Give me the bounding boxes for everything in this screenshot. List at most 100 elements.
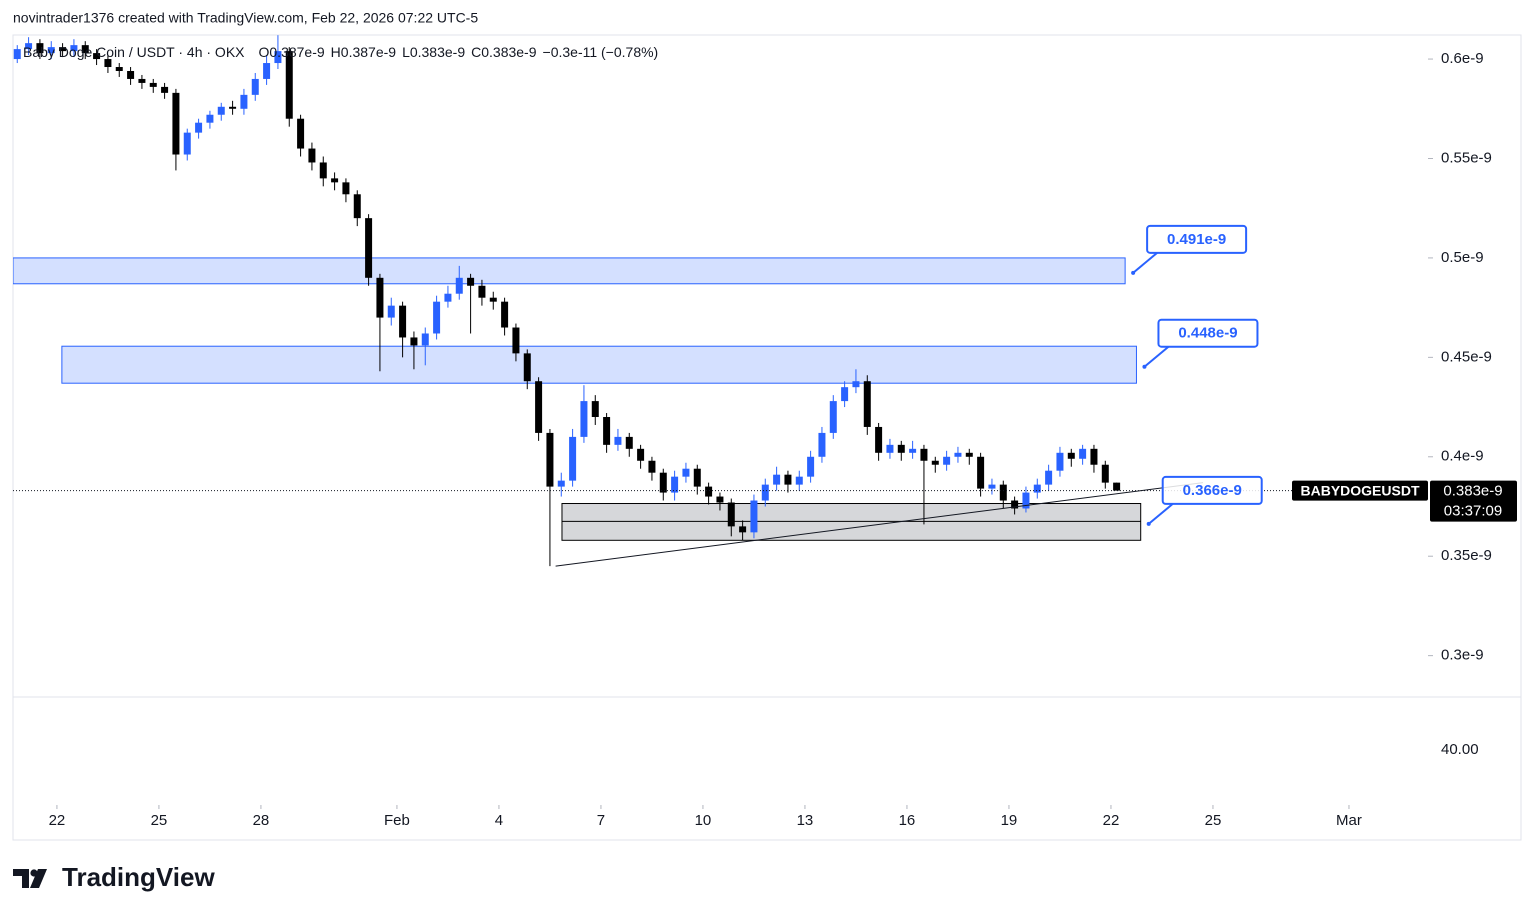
symbol-tag-bg [1292, 480, 1428, 501]
y-tick-label: 0.4e-9 [1441, 448, 1484, 465]
candle-body [501, 301, 509, 328]
x-tick-label: 19 [1001, 812, 1018, 829]
x-tick-label: 10 [695, 812, 712, 829]
legend: Baby Doge Coin / USDT · 4h · OKX O0.387e-… [23, 44, 658, 60]
candle-body [308, 148, 316, 163]
x-tick-label: 16 [899, 812, 916, 829]
callout-label: 0.366e-9 [1183, 482, 1242, 499]
x-tick-label: 13 [797, 812, 814, 829]
candle-body [70, 45, 78, 52]
candle-body [512, 327, 520, 354]
callout-dot [1146, 521, 1151, 526]
candle-body [693, 468, 701, 487]
candle-body [444, 293, 452, 302]
candle-body [1022, 492, 1030, 509]
candle-body [319, 162, 327, 179]
price-tag-bg [1430, 480, 1517, 522]
legend-symbol: Baby Doge Coin / USDT · 4h · OKX [23, 44, 245, 60]
x-tick-label: 22 [1103, 812, 1120, 829]
candle-body [829, 401, 837, 433]
candle-body [36, 43, 44, 54]
candle-body [433, 301, 441, 334]
candle-body [149, 82, 157, 87]
candle-body [909, 448, 917, 453]
callout-label: 0.491e-9 [1167, 231, 1226, 248]
callout-box [1146, 224, 1248, 254]
callout-box [1157, 318, 1259, 348]
candle-body [614, 436, 622, 445]
callout-pointer [1132, 252, 1158, 274]
legend-value: O0.387e-9 [259, 44, 325, 60]
candle-body [580, 401, 588, 437]
x-tick-label: 4 [495, 812, 503, 829]
candle-body [818, 432, 826, 457]
candle-body [387, 305, 395, 318]
price-tag: 0.383e-9 [1443, 483, 1502, 500]
callout-dot [1142, 364, 1147, 369]
y-tick-label: 0.45e-9 [1441, 348, 1492, 365]
candle-body [421, 333, 429, 346]
candle-body [251, 78, 259, 95]
candle-body [569, 436, 577, 481]
candle-body [852, 381, 860, 388]
candle-body [1056, 452, 1064, 471]
candle-body [943, 456, 951, 465]
candle-body [591, 401, 599, 418]
candle-body [841, 387, 849, 402]
candle-body [739, 526, 747, 533]
candle-body [297, 118, 305, 149]
candle-body [897, 444, 905, 453]
candle-body [546, 432, 554, 487]
candle-body [115, 67, 123, 71]
x-tick-label: Feb [384, 812, 410, 829]
y-tick-label: 0.5e-9 [1441, 249, 1484, 266]
brand-name: TradingView [62, 862, 215, 892]
candle-body [988, 484, 996, 489]
candle-body [886, 444, 894, 453]
candle-body [342, 182, 350, 195]
candle-body [999, 484, 1007, 501]
candle-body [1011, 500, 1019, 509]
candle-body [637, 448, 645, 461]
callout-dot [1131, 270, 1136, 275]
candle-body [455, 277, 463, 294]
candle-body [807, 456, 815, 477]
candle-body [773, 474, 781, 485]
candle-body [671, 476, 679, 493]
candle-body [47, 47, 55, 54]
candle-body [1079, 448, 1087, 459]
brand-logo: TradingView [13, 862, 215, 892]
symbol-tag: BABYDOGEUSDT [1300, 482, 1419, 498]
x-tick-label: 25 [151, 812, 168, 829]
candle-body [1045, 470, 1053, 485]
x-tick-label: 28 [253, 812, 270, 829]
frame [12, 34, 1522, 841]
candle-body [489, 297, 497, 302]
trendline [555, 482, 1204, 567]
candle-body [603, 417, 611, 445]
x-tick-label: 25 [1205, 812, 1222, 829]
candle-body [285, 51, 293, 119]
candle-body [965, 452, 973, 457]
candle-body [195, 122, 203, 133]
legend-value: −0.3e-11 (−0.78%) [543, 44, 659, 60]
candle-body [1113, 482, 1121, 491]
candle-body [331, 178, 339, 183]
y-tick-label: 0.3e-9 [1441, 647, 1484, 664]
callout-pointer [1148, 503, 1174, 525]
x-tick-label: 22 [49, 812, 66, 829]
candle-body [59, 47, 67, 52]
candle-body [863, 381, 871, 427]
candle-body [127, 70, 135, 79]
candle-body [410, 337, 418, 346]
zone [13, 257, 1126, 285]
candle-body [206, 114, 214, 123]
candle-body [138, 78, 146, 83]
candle-body [263, 63, 271, 79]
candle-body [25, 43, 33, 50]
y-tick-label: 0.55e-9 [1441, 149, 1492, 166]
candle-body [727, 502, 735, 527]
legend-value: H0.387e-9 [331, 44, 397, 60]
lower-pane-label: 40.00 [1441, 741, 1479, 758]
